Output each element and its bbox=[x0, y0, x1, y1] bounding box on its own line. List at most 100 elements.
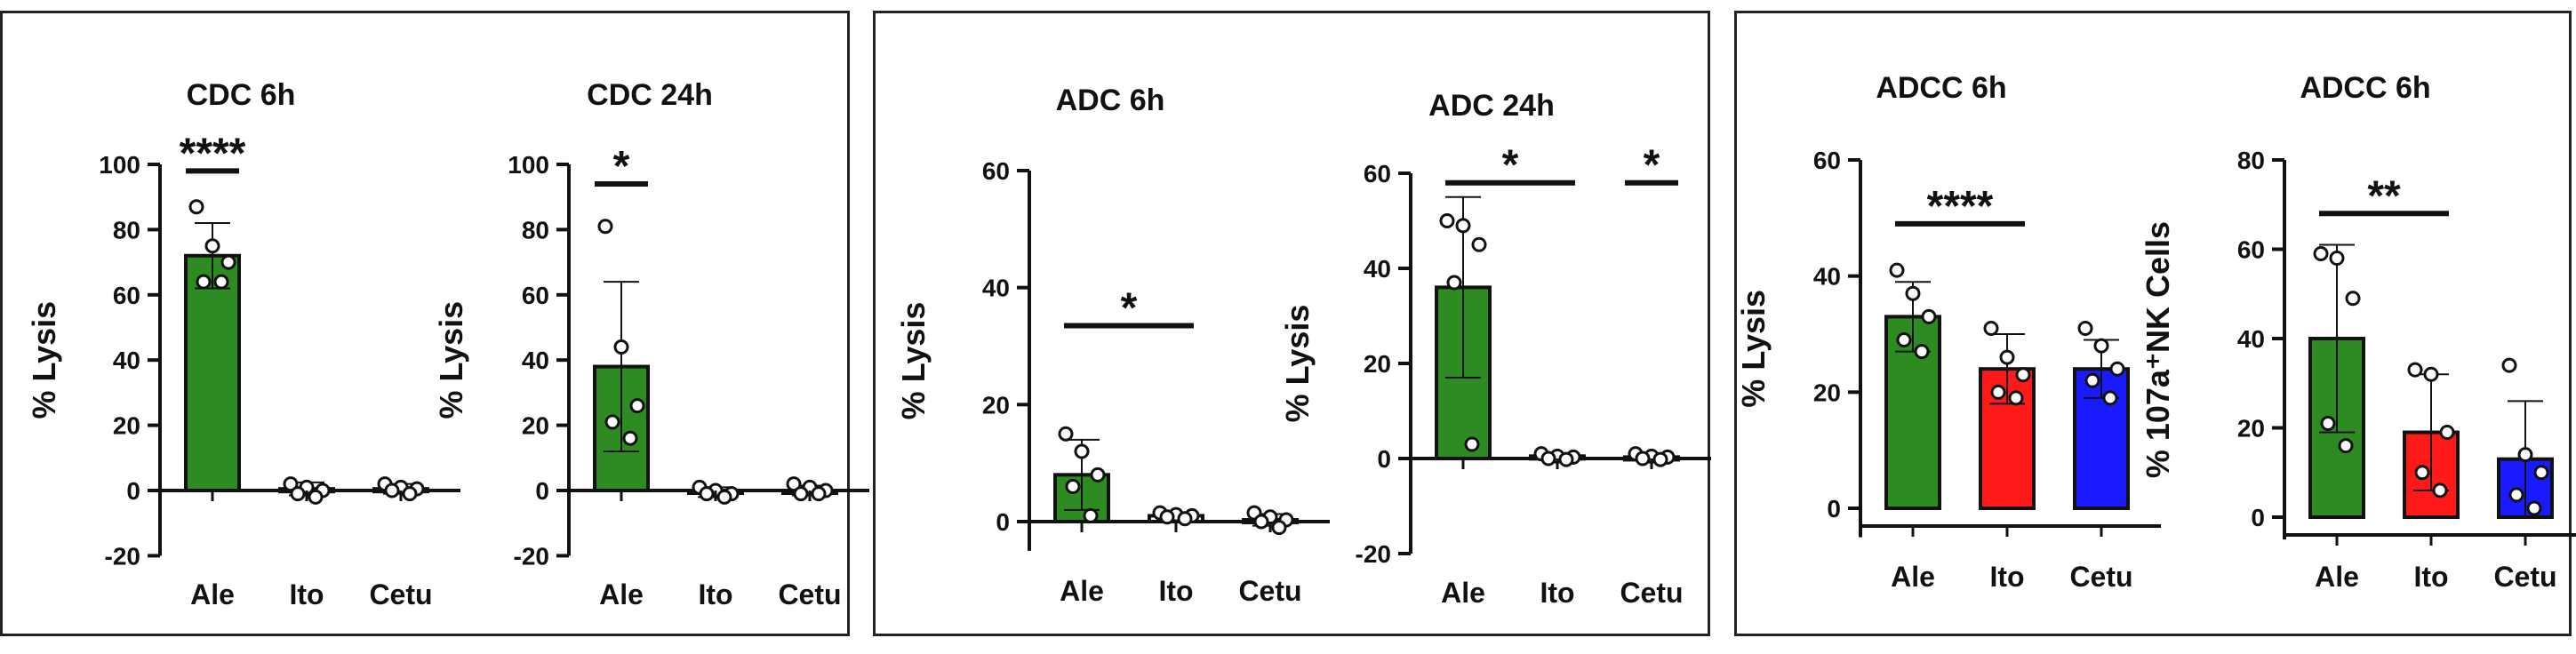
y-tick-label: 20 bbox=[522, 412, 549, 440]
y-tick-label: 60 bbox=[1813, 147, 1841, 174]
data-point bbox=[1990, 384, 2006, 400]
data-point bbox=[1558, 451, 1574, 467]
y-tick-label: 100 bbox=[508, 151, 549, 179]
data-point bbox=[1652, 451, 1668, 467]
data-point bbox=[1464, 436, 1480, 452]
data-point bbox=[2015, 367, 2031, 383]
x-tick-label: Ale bbox=[190, 578, 235, 610]
significance-label: * bbox=[613, 143, 630, 190]
data-point bbox=[1083, 507, 1099, 523]
bar-ale bbox=[184, 253, 241, 492]
data-point bbox=[629, 398, 645, 414]
x-tick-label: Cetu bbox=[2069, 561, 2132, 593]
data-point bbox=[2439, 425, 2455, 441]
data-point bbox=[793, 486, 809, 502]
y-tick-label: 20 bbox=[113, 412, 140, 440]
y-axis-label: % 107a⁺NK Cells bbox=[2140, 221, 2176, 478]
data-point bbox=[2508, 487, 2524, 503]
data-point bbox=[1999, 349, 2015, 365]
data-point bbox=[2329, 251, 2345, 267]
x-tick-label: Cetu bbox=[2493, 561, 2556, 593]
y-tick-label: 0 bbox=[535, 477, 549, 505]
significance-label: * bbox=[1644, 142, 1660, 189]
data-point bbox=[2077, 320, 2093, 336]
data-point bbox=[1889, 262, 1905, 278]
data-point bbox=[1090, 467, 1106, 483]
x-tick-label: Cetu bbox=[1620, 577, 1683, 609]
x-tick-label: Cetu bbox=[369, 578, 432, 610]
chart-title: ADC 6h bbox=[1056, 84, 1165, 117]
y-tick-label: 0 bbox=[126, 477, 140, 505]
data-point bbox=[622, 430, 638, 446]
bar-ito bbox=[1979, 367, 2036, 511]
data-point bbox=[1905, 285, 1921, 301]
significance-label: ** bbox=[2367, 172, 2401, 219]
data-point bbox=[1159, 509, 1175, 525]
data-point bbox=[2093, 338, 2109, 354]
data-point bbox=[716, 489, 732, 505]
chart-title: ADC 24h bbox=[1428, 89, 1555, 123]
data-point bbox=[1065, 479, 1081, 494]
data-point bbox=[1896, 332, 1912, 348]
y-tick-label: 60 bbox=[982, 157, 1010, 185]
x-tick-label: Ale bbox=[1441, 577, 1485, 609]
y-tick-label: 20 bbox=[1364, 350, 1391, 378]
x-tick-label: Ito bbox=[1989, 561, 2024, 593]
y-tick-label: 0 bbox=[1377, 445, 1391, 473]
x-tick-label: Ale bbox=[599, 578, 644, 610]
y-tick-label: -20 bbox=[514, 542, 549, 570]
data-point bbox=[1921, 308, 1937, 324]
panel-cdc bbox=[0, 11, 850, 636]
x-tick-label: Ito bbox=[698, 578, 732, 610]
panel-adcc bbox=[1734, 11, 2572, 636]
data-point bbox=[1914, 344, 1930, 360]
data-point bbox=[2533, 465, 2549, 481]
data-point bbox=[2084, 372, 2100, 388]
y-tick-label: 80 bbox=[2237, 147, 2265, 174]
data-point bbox=[1455, 218, 1471, 234]
data-point bbox=[2102, 390, 2118, 406]
data-point bbox=[283, 476, 299, 492]
y-tick-label: 40 bbox=[1364, 255, 1391, 283]
data-point bbox=[1439, 213, 1455, 228]
y-tick-label: 60 bbox=[2237, 236, 2265, 264]
y-axis-label: % Lysis bbox=[433, 301, 469, 419]
data-point bbox=[2517, 447, 2533, 463]
data-point bbox=[2345, 291, 2361, 307]
significance-label: * bbox=[1502, 142, 1519, 189]
significance-label: **** bbox=[1927, 183, 1994, 230]
y-tick-label: 20 bbox=[982, 391, 1010, 419]
data-point bbox=[188, 199, 204, 215]
data-point bbox=[2414, 465, 2430, 481]
chart-title: CDC 24h bbox=[587, 78, 713, 112]
y-tick-label: 0 bbox=[996, 508, 1010, 536]
y-tick-label: 0 bbox=[2251, 504, 2265, 531]
y-tick-label: 60 bbox=[113, 282, 140, 309]
data-point bbox=[2109, 361, 2125, 377]
y-tick-label: 0 bbox=[1827, 495, 1841, 522]
data-point bbox=[2526, 500, 2542, 516]
data-point bbox=[2432, 483, 2448, 498]
y-tick-label: 60 bbox=[522, 282, 549, 309]
data-point bbox=[402, 486, 418, 502]
y-tick-label: -20 bbox=[1356, 540, 1391, 568]
data-point bbox=[1983, 320, 1999, 336]
data-point bbox=[1635, 451, 1651, 467]
y-tick-label: 100 bbox=[99, 151, 140, 179]
y-tick-label: 40 bbox=[113, 347, 140, 374]
x-tick-label: Ito bbox=[1540, 577, 1574, 609]
y-tick-label: 40 bbox=[982, 275, 1010, 302]
significance-label: * bbox=[1121, 284, 1138, 331]
x-tick-label: Ito bbox=[2413, 561, 2448, 593]
data-point bbox=[597, 219, 613, 235]
data-point bbox=[1074, 443, 1090, 459]
y-tick-label: 20 bbox=[1813, 379, 1841, 406]
chart-title: ADCC 6h bbox=[1876, 71, 2006, 105]
data-point bbox=[604, 414, 620, 430]
